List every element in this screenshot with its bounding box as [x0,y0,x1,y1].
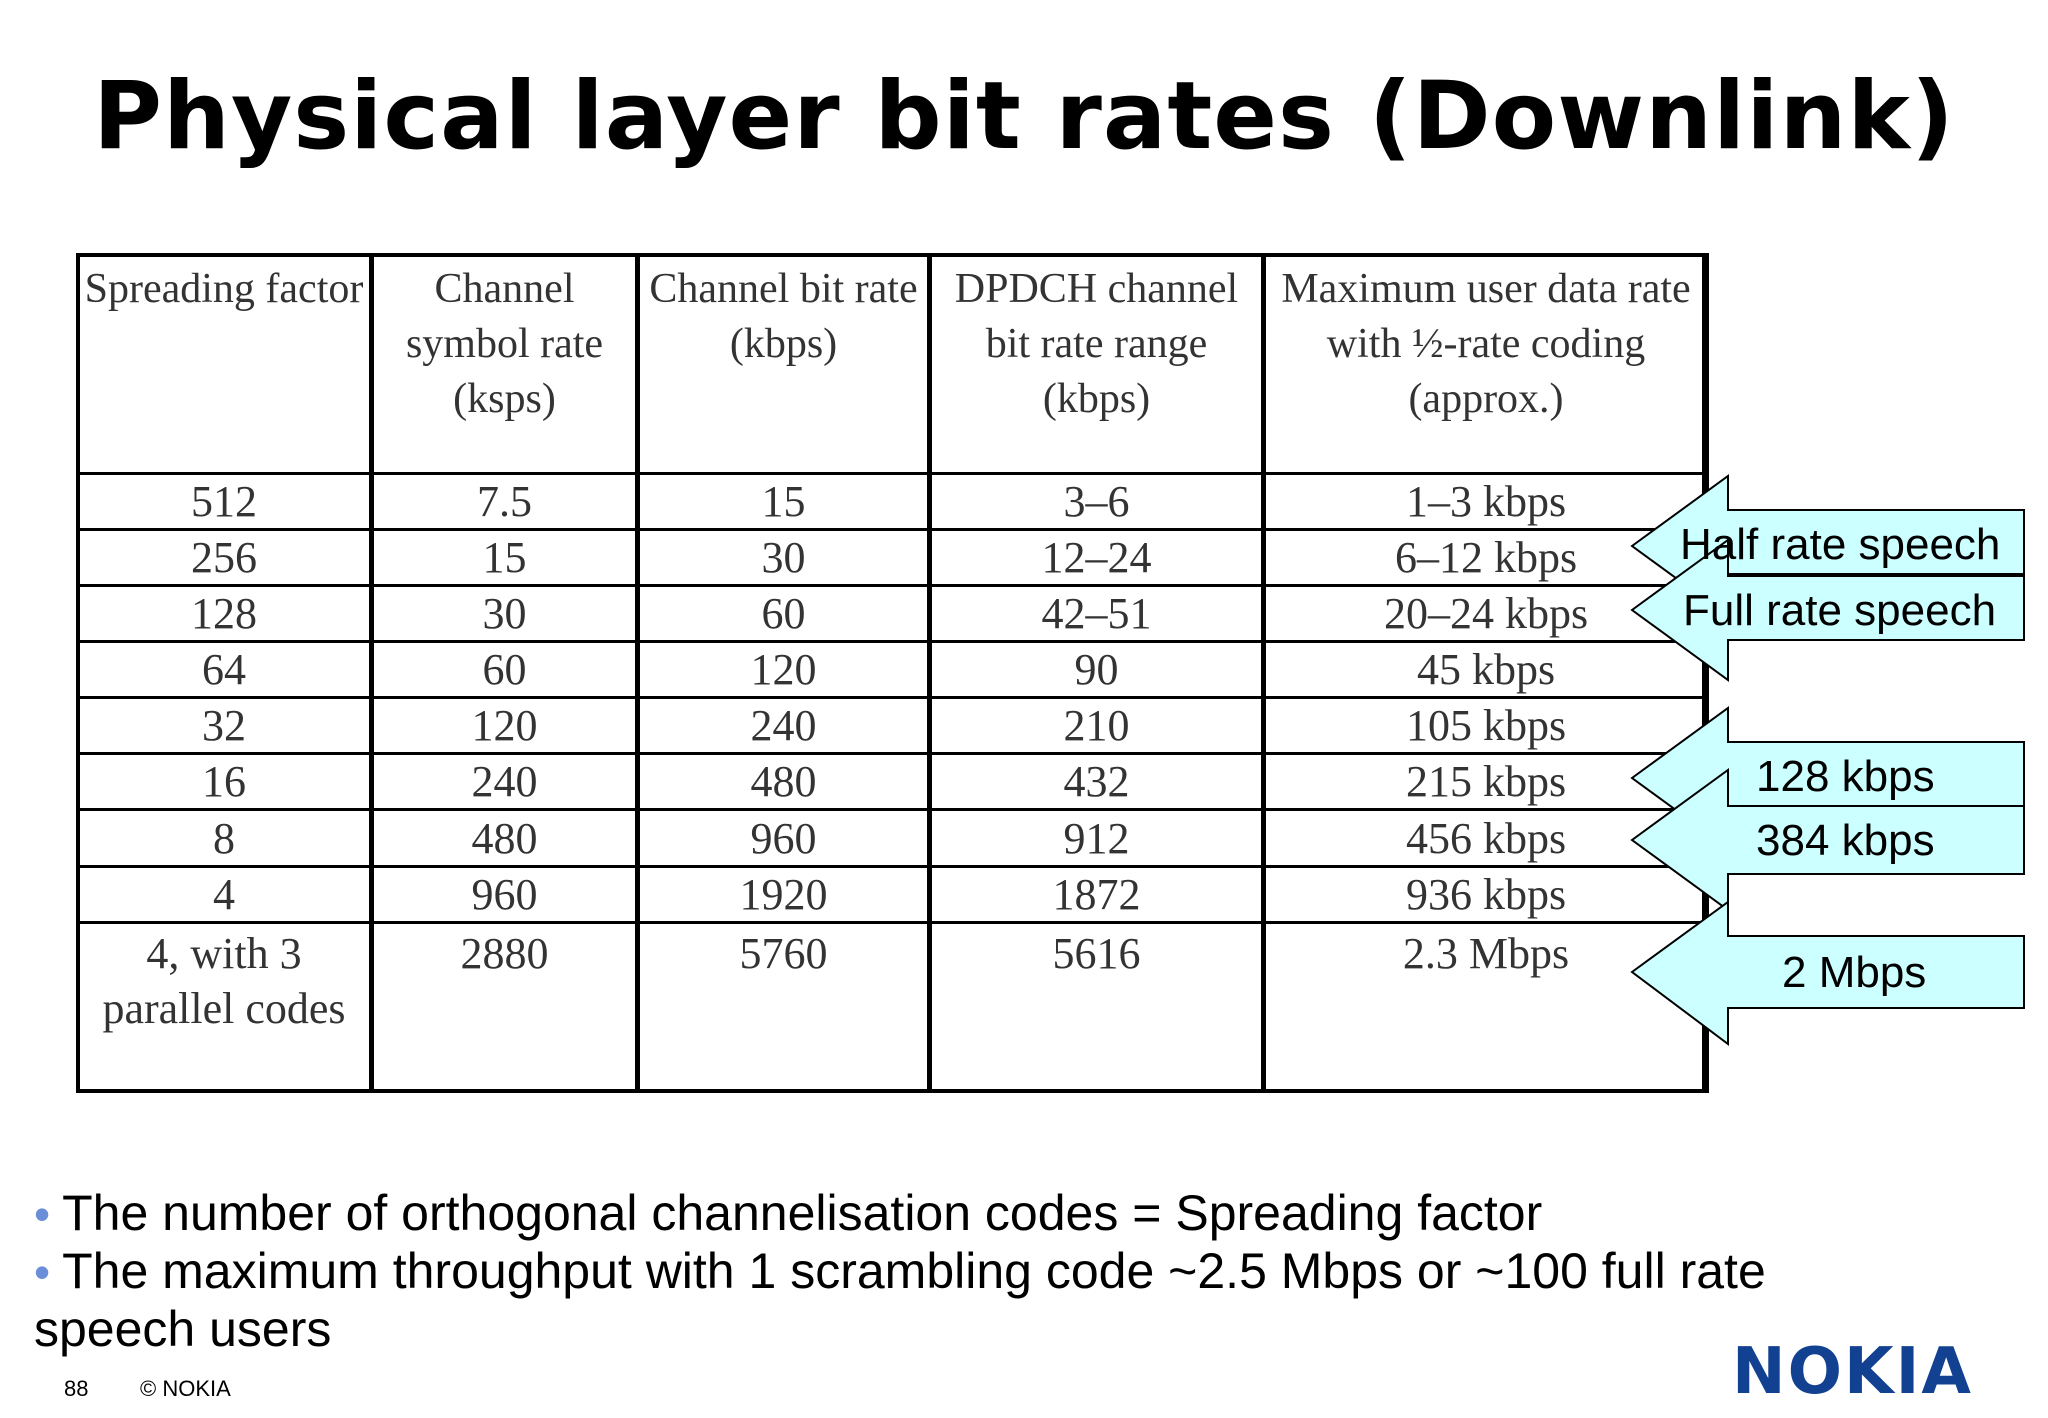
cell-bit-rate: 1920 [636,864,932,924]
cell-symbol-rate: 7.5 [370,471,640,532]
cell-bit-rate: 240 [636,696,932,756]
bullet-dot-icon: • [34,1188,51,1240]
cell-user-rate: 20–24 kbps [1262,584,1709,644]
nokia-logo: NOKIA [1732,1335,1973,1409]
cell-user-rate: 215 kbps [1262,752,1709,812]
header-channel-symbol-rate: Channel symbol rate (ksps) [370,253,640,475]
cell-user-rate: 105 kbps [1262,696,1709,756]
page-number: 88 [64,1376,89,1401]
cell-symbol-rate: 960 [370,864,640,924]
page-title: Physical layer bit rates (Downlink) [93,62,1955,171]
cell-dpdch: 432 [928,752,1266,812]
cell-bit-rate: 15 [636,471,932,532]
cell-bit-rate: 30 [636,528,932,588]
cell-sf: 64 [76,640,374,700]
cell-sf: 128 [76,584,374,644]
cell-sf: 32 [76,696,374,756]
cell-symbol-rate: 480 [370,808,640,868]
table-row: 32 120 240 210 105 kbps [76,696,1709,756]
cell-symbol-rate: 60 [370,640,640,700]
cell-dpdch: 1872 [928,864,1266,924]
bullet-text: The number of orthogonal channelisation … [62,1185,1543,1241]
table-row: 128 30 60 42–51 20–24 kbps [76,584,1709,644]
arrow-2-mbps [1630,900,2025,1046]
cell-sf: 16 [76,752,374,812]
cell-dpdch: 210 [928,696,1266,756]
table-row: 512 7.5 15 3–6 1–3 kbps [76,471,1709,532]
full-rate-speech-label: Full rate speech [1683,586,1997,635]
half-rate-speech-label: Half rate speech [1680,520,2001,569]
bullet-dot-icon: • [34,1246,51,1298]
bullet-text: The maximum throughput with 1 scrambling… [34,1243,1766,1357]
bullet-list: • The number of orthogonal channelisation… [34,1185,2014,1358]
cell-bit-rate: 5760 [636,920,932,1094]
arrow-full-rate [1630,538,2025,682]
cell-sf: 8 [76,808,374,868]
cell-symbol-rate: 120 [370,696,640,756]
cell-dpdch: 12–24 [928,528,1266,588]
2-mbps-label: 2 Mbps [1782,948,1927,997]
header-max-user-data-rate: Maximum user data rate with ½-rate codin… [1262,253,1709,475]
table-row: 4 960 1920 1872 936 kbps [76,864,1709,924]
cell-dpdch: 3–6 [928,471,1266,532]
table-row: 64 60 120 90 45 kbps [76,640,1709,700]
cell-user-rate: 1–3 kbps [1262,471,1709,532]
header-dpdch-bit-rate: DPDCH channel bit rate range (kbps) [928,253,1266,475]
cell-dpdch: 42–51 [928,584,1266,644]
128-kbps-label: 128 kbps [1756,752,1935,801]
cell-symbol-rate: 30 [370,584,640,644]
copyright: © NOKIA [140,1376,231,1401]
cell-user-rate: 45 kbps [1262,640,1709,700]
bullet-item: • The number of orthogonal channelisation… [34,1185,2014,1243]
cell-symbol-rate: 2880 [370,920,640,1094]
cell-sf: 256 [76,528,374,588]
cell-sf: 512 [76,471,374,532]
cell-bit-rate: 120 [636,640,932,700]
cell-user-rate: 6–12 kbps [1262,528,1709,588]
cell-dpdch: 912 [928,808,1266,868]
bit-rate-table: Spreading factor Channel symbol rate (ks… [76,253,1709,1094]
header-channel-bit-rate: Channel bit rate (kbps) [636,253,932,475]
bullet-item: • The maximum throughput with 1 scramblin… [34,1243,1914,1358]
cell-sf: 4 [76,864,374,924]
cell-bit-rate: 60 [636,584,932,644]
header-spreading-factor: Spreading factor [76,253,374,475]
cell-dpdch: 5616 [928,920,1266,1094]
cell-user-rate: 2.3 Mbps [1262,920,1709,1094]
cell-symbol-rate: 240 [370,752,640,812]
cell-bit-rate: 960 [636,808,932,868]
table-row: 16 240 480 432 215 kbps [76,752,1709,812]
cell-bit-rate: 480 [636,752,932,812]
table-row: 8 480 960 912 456 kbps [76,808,1709,868]
384-kbps-label: 384 kbps [1756,816,1935,865]
cell-symbol-rate: 15 [370,528,640,588]
cell-dpdch: 90 [928,640,1266,700]
cell-user-rate: 936 kbps [1262,864,1709,924]
table-row: 256 15 30 12–24 6–12 kbps [76,528,1709,588]
